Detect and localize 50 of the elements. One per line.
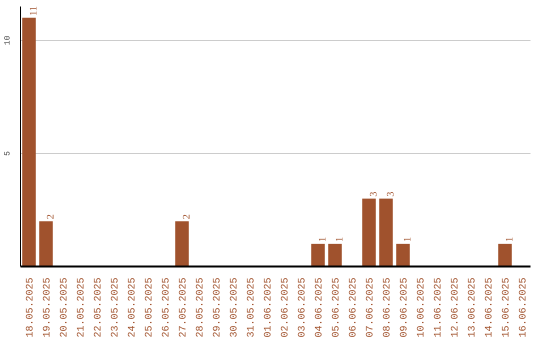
x-tick-label: 21.05.2025 bbox=[76, 277, 88, 338]
x-tick-label: 11.06.2025 bbox=[434, 277, 444, 338]
data-label: 3 bbox=[386, 192, 396, 197]
x-tick-label: 01.06.2025 bbox=[264, 277, 274, 338]
data-label: 3 bbox=[368, 192, 380, 197]
bar bbox=[311, 244, 325, 266]
x-tick-label: 15.06.2025 bbox=[502, 277, 512, 338]
data-label: 1 bbox=[334, 236, 346, 242]
x-tick-label: 03.06.2025 bbox=[298, 277, 308, 338]
x-tick-label: 22.05.2025 bbox=[94, 277, 104, 338]
x-tick-label: 26.05.2025 bbox=[162, 277, 172, 338]
bar bbox=[379, 198, 393, 266]
bar bbox=[175, 221, 189, 266]
x-tick-label: 18.05.2025 bbox=[26, 277, 36, 338]
data-label: 2 bbox=[46, 214, 56, 220]
bar bbox=[498, 244, 512, 266]
x-tick-label: 05.06.2025 bbox=[332, 277, 342, 338]
x-tick-label: 24.05.2025 bbox=[128, 277, 138, 338]
x-tick-label: 28.05.2025 bbox=[196, 277, 206, 338]
x-tick-label: 10.06.2025 bbox=[416, 277, 428, 338]
x-tick-label: 27.05.2025 bbox=[178, 277, 190, 338]
x-tick-label: 09.06.2025 bbox=[400, 277, 410, 338]
bar bbox=[396, 244, 410, 266]
x-tick-label: 04.06.2025 bbox=[314, 277, 326, 338]
bar bbox=[22, 18, 36, 266]
data-label: 1 bbox=[318, 236, 328, 242]
data-label: 1 bbox=[504, 236, 516, 242]
y-tick-label: 10 bbox=[4, 35, 12, 46]
x-tick-label: 06.06.2025 bbox=[348, 277, 360, 338]
data-label: 11 bbox=[28, 6, 40, 16]
x-tick-label: 31.05.2025 bbox=[246, 277, 258, 338]
x-tick-label: 23.05.2025 bbox=[110, 277, 122, 338]
bar bbox=[362, 198, 376, 266]
x-tick-label: 12.06.2025 bbox=[450, 277, 462, 338]
data-label: 1 bbox=[402, 236, 414, 242]
data-label: 2 bbox=[182, 214, 192, 220]
x-tick-label: 13.06.2025 bbox=[468, 277, 478, 338]
y-tick-label: 5 bbox=[4, 150, 12, 156]
x-tick-label: 08.06.2025 bbox=[382, 277, 394, 338]
x-tick-label: 19.05.2025 bbox=[42, 277, 54, 338]
x-tick-label: 25.05.2025 bbox=[144, 277, 156, 338]
bar bbox=[39, 221, 53, 266]
x-tick-label: 14.06.2025 bbox=[484, 277, 496, 338]
x-tick-label: 30.05.2025 bbox=[230, 277, 240, 338]
x-tick-label: 29.05.2025 bbox=[212, 277, 224, 338]
x-tick-label: 20.05.2025 bbox=[60, 277, 70, 338]
x-tick-label: 16.06.2025 bbox=[518, 277, 530, 338]
x-tick-label: 02.06.2025 bbox=[280, 277, 292, 338]
bar bbox=[328, 244, 342, 266]
x-tick-label: 07.06.2025 bbox=[366, 277, 376, 338]
